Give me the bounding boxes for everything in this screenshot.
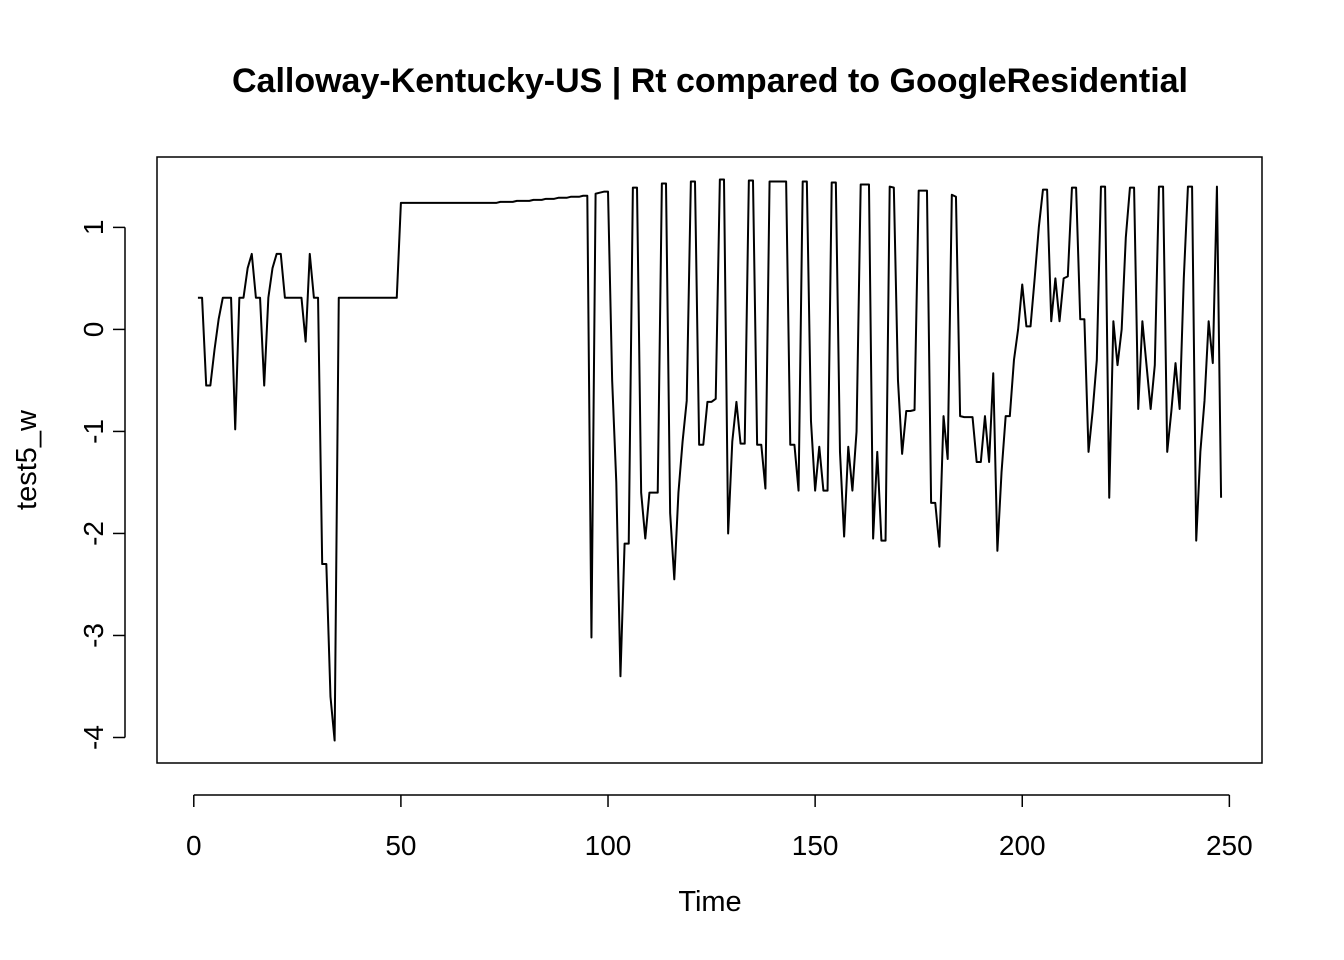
x-tick-label: 0 [186,830,202,861]
x-tick-label: 50 [385,830,416,861]
y-axis-label: test5_w [11,409,43,510]
x-axis-label: Time [678,886,741,918]
y-tick-label: -4 [78,725,109,750]
x-tick-label: 100 [585,830,632,861]
data-line [197,178,1223,742]
x-tick-label: 150 [792,830,839,861]
y-tick-label: -1 [78,419,109,444]
y-tick-label: 0 [78,322,109,338]
chart-title: Calloway-Kentucky-US | Rt compared to Go… [232,62,1188,100]
x-tick-label: 250 [1206,830,1253,861]
y-tick-label: 1 [78,220,109,236]
plot-box [156,156,1263,764]
x-tick-label: 200 [999,830,1046,861]
y-tick-label: -2 [78,521,109,546]
y-tick-label: -3 [78,623,109,648]
